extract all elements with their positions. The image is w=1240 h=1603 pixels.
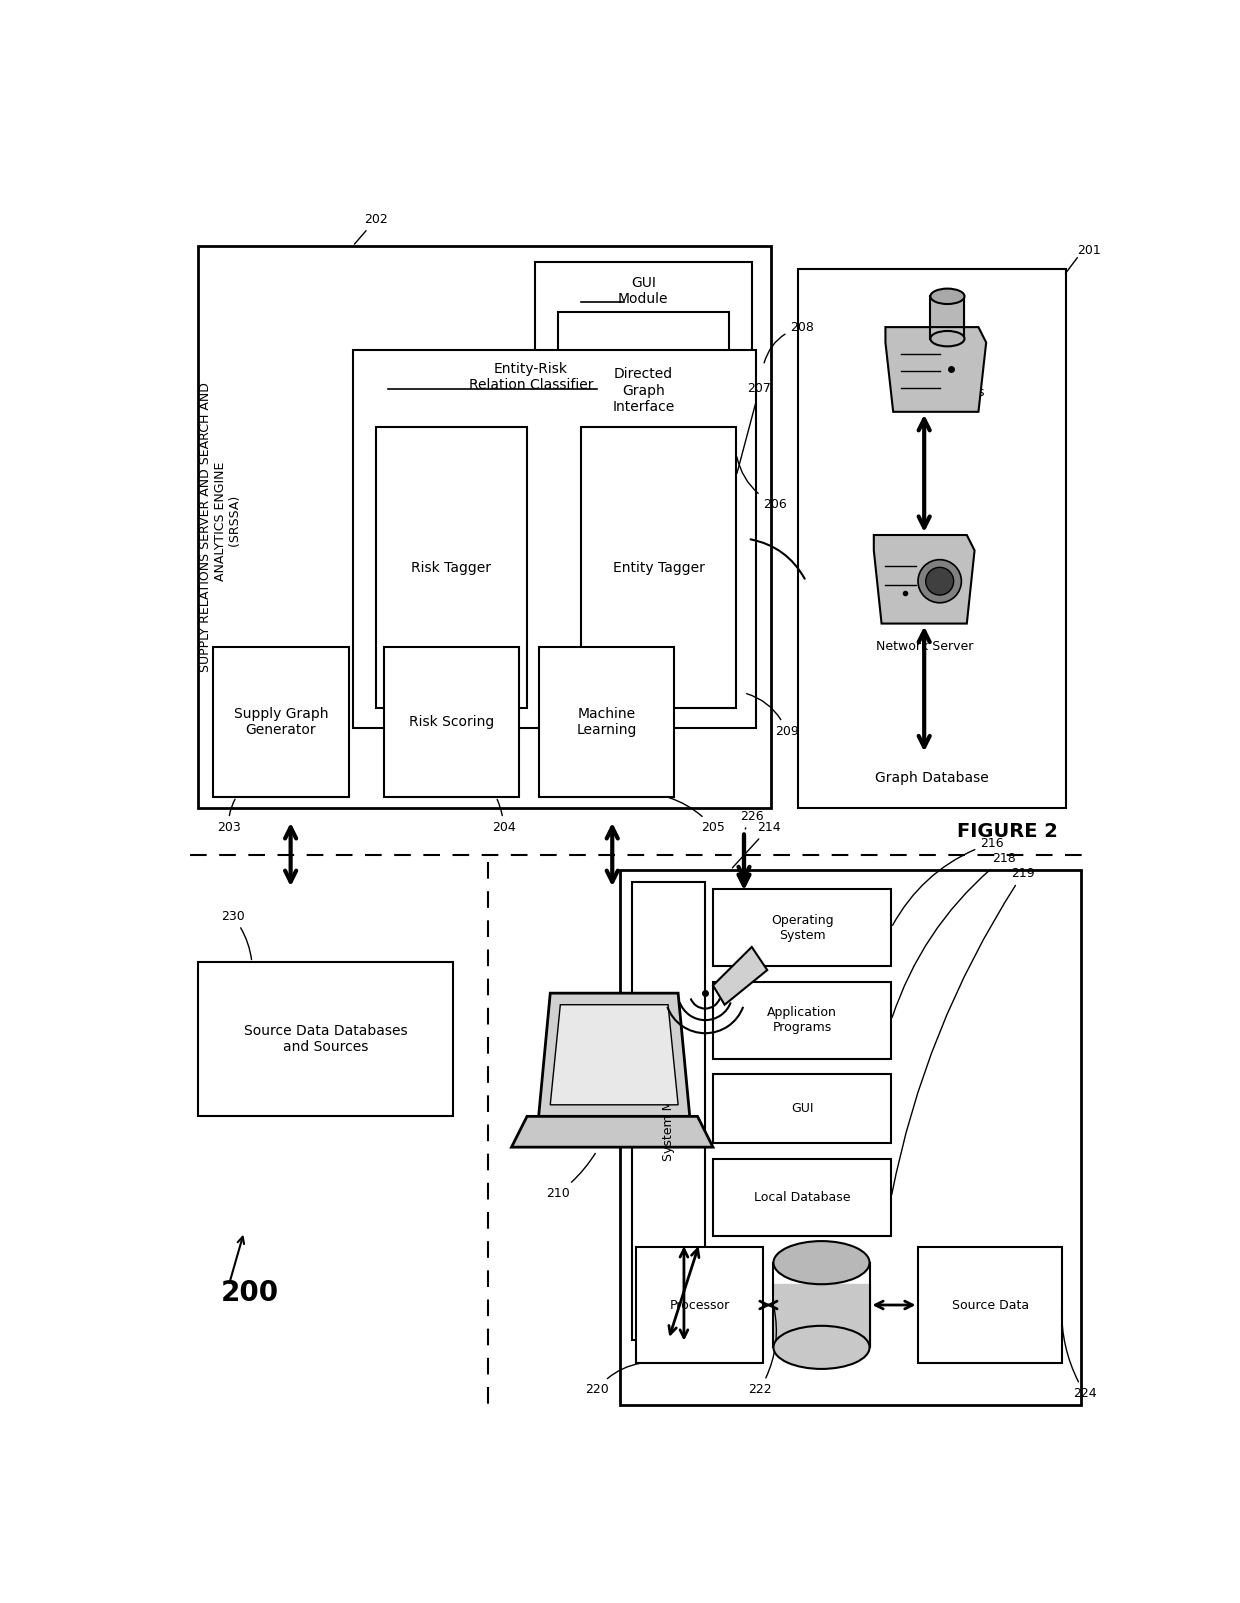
Text: 220: 220: [585, 1363, 641, 1396]
Text: 200: 200: [221, 1279, 279, 1308]
Text: Local Database: Local Database: [754, 1191, 851, 1204]
Text: System Memory: System Memory: [662, 1060, 675, 1161]
Ellipse shape: [930, 289, 965, 305]
Bar: [213, 646, 348, 797]
Text: Risk Tagger: Risk Tagger: [412, 561, 491, 575]
Bar: [713, 981, 892, 1058]
Text: 214: 214: [733, 821, 781, 867]
Text: 230: 230: [221, 909, 252, 960]
Polygon shape: [874, 535, 975, 624]
Text: 206: 206: [737, 457, 787, 511]
Text: Operating
System: Operating System: [771, 914, 833, 941]
Text: 209: 209: [746, 694, 799, 737]
Polygon shape: [551, 1005, 678, 1104]
Bar: [376, 428, 527, 709]
Circle shape: [926, 567, 954, 595]
Text: FIGURE 2: FIGURE 2: [957, 822, 1058, 842]
Text: Directed
Graph
Interface: Directed Graph Interface: [613, 367, 675, 414]
Bar: [197, 247, 771, 808]
Text: 210: 210: [546, 1154, 595, 1201]
Polygon shape: [538, 994, 689, 1116]
Text: 205: 205: [670, 798, 725, 834]
Polygon shape: [511, 1116, 713, 1148]
Text: 204: 204: [492, 800, 516, 834]
Text: 222: 222: [748, 1308, 776, 1396]
Text: 224: 224: [1061, 1308, 1097, 1399]
Bar: [620, 870, 1081, 1406]
Text: Source Data Databases
and Sources: Source Data Databases and Sources: [244, 1024, 407, 1055]
Circle shape: [918, 559, 961, 603]
Bar: [713, 1159, 892, 1236]
Bar: [713, 1074, 892, 1143]
Text: SUPPLY RELATIONS SERVER AND SEARCH AND
   ANALYTICS ENGINE
   (SRSSA): SUPPLY RELATIONS SERVER AND SEARCH AND A…: [200, 383, 242, 672]
Text: Processor: Processor: [670, 1298, 729, 1311]
Text: 212: 212: [562, 1013, 618, 1031]
Text: Machine
Learning: Machine Learning: [577, 707, 636, 737]
Bar: [197, 962, 454, 1116]
Bar: [534, 261, 751, 486]
Text: Supply Graph
Generator: Supply Graph Generator: [233, 707, 329, 737]
Text: 207: 207: [737, 382, 771, 473]
Text: 201: 201: [1078, 244, 1101, 256]
Text: 216: 216: [893, 837, 1004, 925]
Polygon shape: [713, 947, 768, 1005]
Bar: [713, 890, 892, 967]
Text: Network Server: Network Server: [875, 640, 973, 652]
Text: Source Data: Source Data: [951, 1298, 1029, 1311]
Text: 218: 218: [892, 851, 1016, 1018]
Ellipse shape: [774, 1326, 869, 1369]
Ellipse shape: [774, 1241, 869, 1284]
Text: GUI
Module: GUI Module: [618, 276, 668, 306]
Bar: [635, 1247, 764, 1363]
Text: Graph Database: Graph Database: [875, 771, 988, 784]
Text: 226: 226: [740, 810, 764, 829]
Text: GUI: GUI: [791, 1103, 813, 1116]
Text: Entity Tagger: Entity Tagger: [613, 561, 704, 575]
Bar: [919, 1247, 1061, 1363]
Text: Entity-Risk
Relation Classifier: Entity-Risk Relation Classifier: [469, 362, 593, 393]
Bar: [538, 646, 675, 797]
Bar: [352, 349, 755, 728]
Bar: [558, 311, 729, 470]
Bar: [383, 646, 520, 797]
Ellipse shape: [930, 330, 965, 346]
Bar: [631, 882, 706, 1340]
Text: 208: 208: [764, 321, 815, 362]
Bar: [799, 269, 1065, 808]
Text: 219: 219: [892, 867, 1035, 1194]
Text: Application
Programs: Application Programs: [768, 1007, 837, 1034]
Text: 202: 202: [355, 213, 388, 244]
Bar: [582, 428, 737, 709]
Text: SERVICE DBs: SERVICE DBs: [903, 386, 985, 399]
Text: 203: 203: [217, 800, 241, 834]
Text: Risk Scoring: Risk Scoring: [409, 715, 494, 729]
Polygon shape: [885, 327, 986, 412]
